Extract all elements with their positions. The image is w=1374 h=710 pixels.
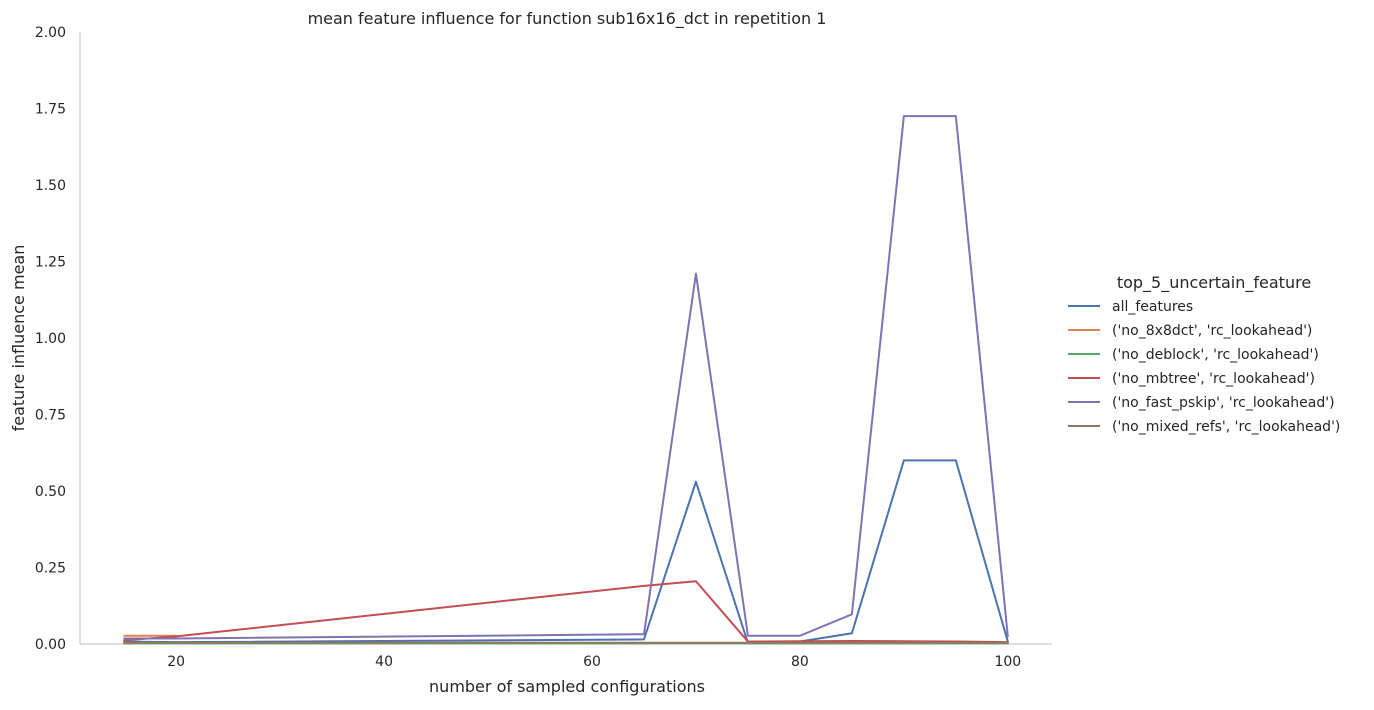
legend-entry-label: ('no_8x8dct', 'rc_lookahead') <box>1112 323 1312 339</box>
x-tick-label: 20 <box>167 654 185 670</box>
y-tick-label: 1.75 <box>35 102 66 118</box>
y-tick-label: 1.00 <box>35 331 66 347</box>
axes: 0.00 0.25 0.50 0.75 1.00 1.25 1.50 1.75 2.00 20 40… <box>35 25 1052 670</box>
x-tick-label: 40 <box>375 654 393 670</box>
series-line-4 <box>123 115 1009 640</box>
y-tick-label: 2.00 <box>35 25 66 41</box>
legend-title: top_5_uncertain_feature <box>1117 273 1311 293</box>
legend-entry-label: ('no_deblock', 'rc_lookahead') <box>1112 347 1319 363</box>
legend: top_5_uncertain_feature all_features ('no… <box>1068 273 1340 435</box>
series-line-0 <box>123 459 1009 645</box>
x-tick-label: 80 <box>791 654 809 670</box>
legend-entry-label: ('no_fast_pskip', 'rc_lookahead') <box>1112 395 1335 411</box>
x-tick-label: 60 <box>583 654 601 670</box>
y-tick-label: 1.25 <box>35 255 66 271</box>
chart-title: mean feature influence for function sub1… <box>308 9 827 29</box>
y-tick-label: 0.50 <box>35 484 66 500</box>
series-line-3 <box>123 580 1009 644</box>
x-axis-label: number of sampled configurations <box>429 677 705 696</box>
x-tick-label: 100 <box>994 654 1021 670</box>
y-axis-label: feature influence mean <box>9 245 28 432</box>
series-lines <box>123 115 1009 645</box>
y-tick-label: 1.50 <box>35 178 66 194</box>
legend-entry-label: all_features <box>1112 299 1193 315</box>
y-tick-label: 0.75 <box>35 408 66 424</box>
legend-entry-label: ('no_mixed_refs', 'rc_lookahead') <box>1112 419 1340 435</box>
y-tick-label: 0.00 <box>35 637 66 653</box>
y-tick-label: 0.25 <box>35 561 66 577</box>
legend-entry-label: ('no_mbtree', 'rc_lookahead') <box>1112 371 1315 387</box>
